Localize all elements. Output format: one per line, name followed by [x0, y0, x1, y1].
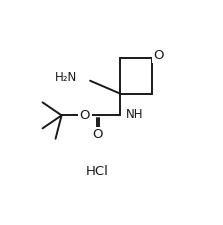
Text: H₂N: H₂N: [55, 71, 77, 84]
Text: O: O: [93, 128, 103, 141]
Text: O: O: [80, 109, 90, 122]
Text: O: O: [154, 49, 164, 62]
Text: NH: NH: [126, 108, 143, 121]
Text: HCl: HCl: [86, 165, 108, 178]
